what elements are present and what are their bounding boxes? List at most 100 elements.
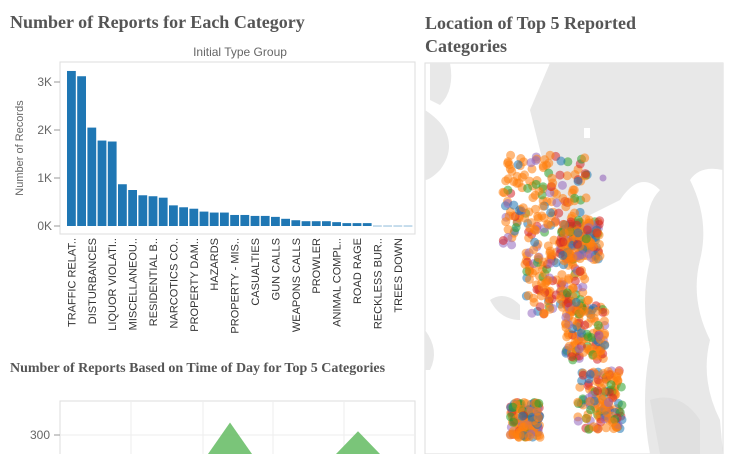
map-point bbox=[580, 169, 590, 179]
map-point bbox=[532, 406, 542, 416]
map-point bbox=[499, 188, 509, 198]
bar bbox=[250, 215, 260, 226]
map-point bbox=[595, 216, 605, 226]
map-point bbox=[523, 183, 533, 193]
map-point bbox=[531, 179, 541, 189]
map-point bbox=[501, 217, 511, 227]
bar-chart-header: Initial Type Group bbox=[193, 45, 287, 59]
map-point bbox=[505, 430, 515, 440]
map-point bbox=[567, 352, 577, 362]
category-label: RESIDENTIAL B.. bbox=[148, 238, 160, 326]
map-point bbox=[569, 208, 579, 218]
bar bbox=[230, 214, 239, 226]
map-point bbox=[508, 402, 518, 412]
y-tick-label: 2K bbox=[37, 123, 52, 137]
map-point bbox=[573, 176, 583, 186]
category-label: PROWLER bbox=[311, 238, 323, 294]
category-label: RECKLESS BUR.. bbox=[372, 238, 384, 329]
map-point bbox=[573, 397, 583, 407]
time-chart[interactable]: 300 bbox=[30, 400, 416, 454]
bar-chart[interactable]: Initial Type Group Number of Records 0K 1… bbox=[14, 45, 416, 334]
bar-plot-area bbox=[59, 61, 416, 235]
map-point bbox=[530, 237, 540, 247]
bar bbox=[199, 211, 209, 226]
map-point bbox=[584, 308, 594, 318]
map-point bbox=[526, 158, 536, 168]
map-point bbox=[593, 320, 603, 330]
map-point bbox=[561, 312, 571, 322]
bar bbox=[383, 225, 392, 227]
map-point bbox=[562, 288, 572, 298]
map-point bbox=[559, 220, 569, 230]
bar bbox=[291, 220, 301, 226]
map-point bbox=[586, 405, 596, 415]
map-point bbox=[557, 180, 567, 190]
map-point bbox=[563, 298, 573, 308]
category-label: NARCOTICS CO.. bbox=[168, 238, 180, 328]
map-point bbox=[606, 380, 616, 390]
map-point bbox=[531, 225, 541, 235]
map-point bbox=[581, 234, 591, 244]
bar bbox=[179, 207, 188, 226]
map-point bbox=[561, 319, 571, 329]
bar bbox=[107, 141, 117, 226]
map-point bbox=[592, 306, 602, 316]
map-point bbox=[595, 251, 605, 261]
map-point bbox=[583, 332, 593, 342]
map-title: Location of Top 5 Reported Categories bbox=[425, 13, 637, 56]
map-point bbox=[509, 211, 519, 221]
category-label: GUN CALLS bbox=[270, 238, 282, 300]
y-tick-label: 3K bbox=[37, 75, 52, 89]
map-point bbox=[564, 197, 574, 207]
bar bbox=[158, 197, 168, 226]
bar bbox=[362, 223, 372, 226]
map-point bbox=[524, 274, 534, 284]
map-point bbox=[519, 422, 529, 432]
map-point bbox=[601, 423, 611, 433]
map-point bbox=[580, 153, 590, 163]
map-point bbox=[580, 320, 590, 330]
bar bbox=[128, 190, 137, 226]
map-point bbox=[599, 378, 609, 388]
map-point bbox=[573, 416, 583, 426]
map-point bbox=[508, 417, 518, 427]
map-point bbox=[505, 164, 515, 174]
map-point bbox=[538, 257, 548, 267]
map-point bbox=[520, 170, 530, 180]
bar bbox=[352, 223, 362, 226]
map-point bbox=[593, 386, 603, 396]
map-point bbox=[569, 185, 579, 195]
map-point bbox=[574, 344, 584, 354]
category-label: CASUALTIES bbox=[250, 238, 262, 306]
map-point bbox=[594, 239, 604, 249]
map-point bbox=[584, 295, 594, 305]
bar bbox=[332, 222, 341, 226]
map-point bbox=[564, 273, 574, 283]
map[interactable] bbox=[424, 62, 724, 454]
map-point bbox=[578, 370, 588, 380]
category-label: MISCELLANEOU.. bbox=[128, 238, 140, 330]
bar bbox=[148, 196, 158, 226]
map-point bbox=[503, 225, 513, 235]
category-label: PROPERTY - MIS.. bbox=[230, 238, 242, 334]
bar bbox=[281, 218, 290, 226]
map-point bbox=[536, 291, 546, 301]
bar bbox=[342, 223, 352, 226]
bar bbox=[373, 225, 382, 227]
category-label: ROAD RAGE bbox=[352, 238, 364, 304]
map-point bbox=[599, 174, 607, 182]
map-point bbox=[513, 160, 523, 170]
map-point bbox=[578, 282, 588, 292]
map-point bbox=[501, 176, 511, 186]
map-point bbox=[511, 223, 521, 233]
map-point bbox=[589, 422, 599, 432]
map-point bbox=[602, 408, 612, 418]
category-label: WEAPONS CALLS bbox=[291, 238, 303, 332]
map-point bbox=[539, 213, 549, 223]
map-point bbox=[585, 396, 595, 406]
map-point bbox=[585, 369, 595, 379]
time-plot-area bbox=[59, 400, 416, 454]
bar bbox=[311, 221, 321, 226]
map-point bbox=[603, 366, 613, 376]
bar bbox=[97, 140, 107, 226]
